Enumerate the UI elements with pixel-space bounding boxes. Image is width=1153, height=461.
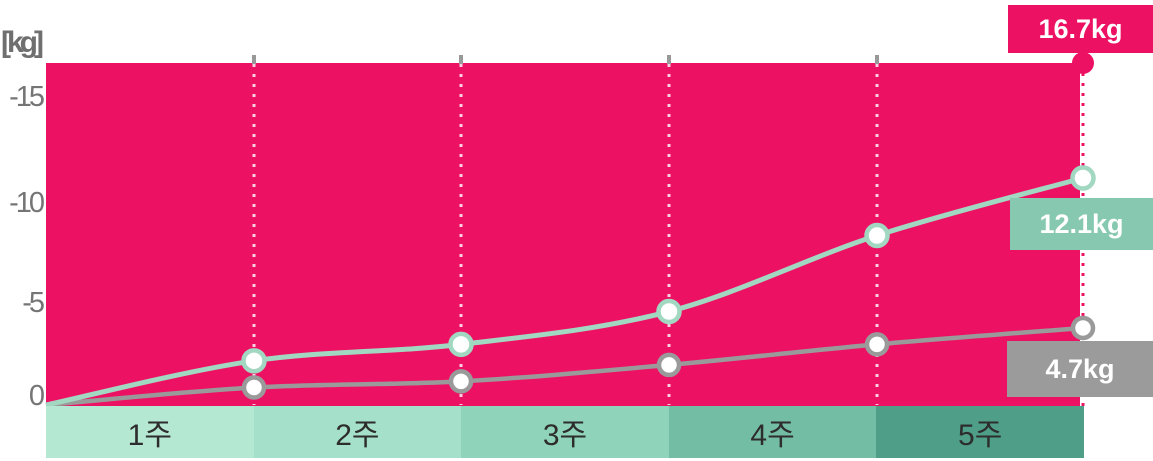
- value-badge-4-7kg: 4.7kg: [1007, 341, 1153, 397]
- value-badge-16-7kg: 16.7kg: [1008, 5, 1153, 53]
- y-tick-label-minus15: -15: [9, 81, 45, 113]
- y-tick-label-minus10: -10: [9, 187, 45, 219]
- y-axis-unit-label: [kg]: [1, 26, 44, 59]
- value-badge-12-1kg: 12.1kg: [1010, 198, 1153, 250]
- week-band-4: 4주: [668, 406, 877, 458]
- week-band-1: 1주: [46, 406, 254, 458]
- week-band-3: 3주: [461, 406, 669, 458]
- y-tick-label-zero: 0: [28, 380, 45, 412]
- week-band-5: 5주: [876, 406, 1084, 458]
- y-tick-label-minus5: -5: [22, 287, 45, 319]
- x-axis-week-bands: 1주 2주 3주 4주 5주: [46, 406, 1084, 458]
- week-band-2: 2주: [253, 406, 462, 458]
